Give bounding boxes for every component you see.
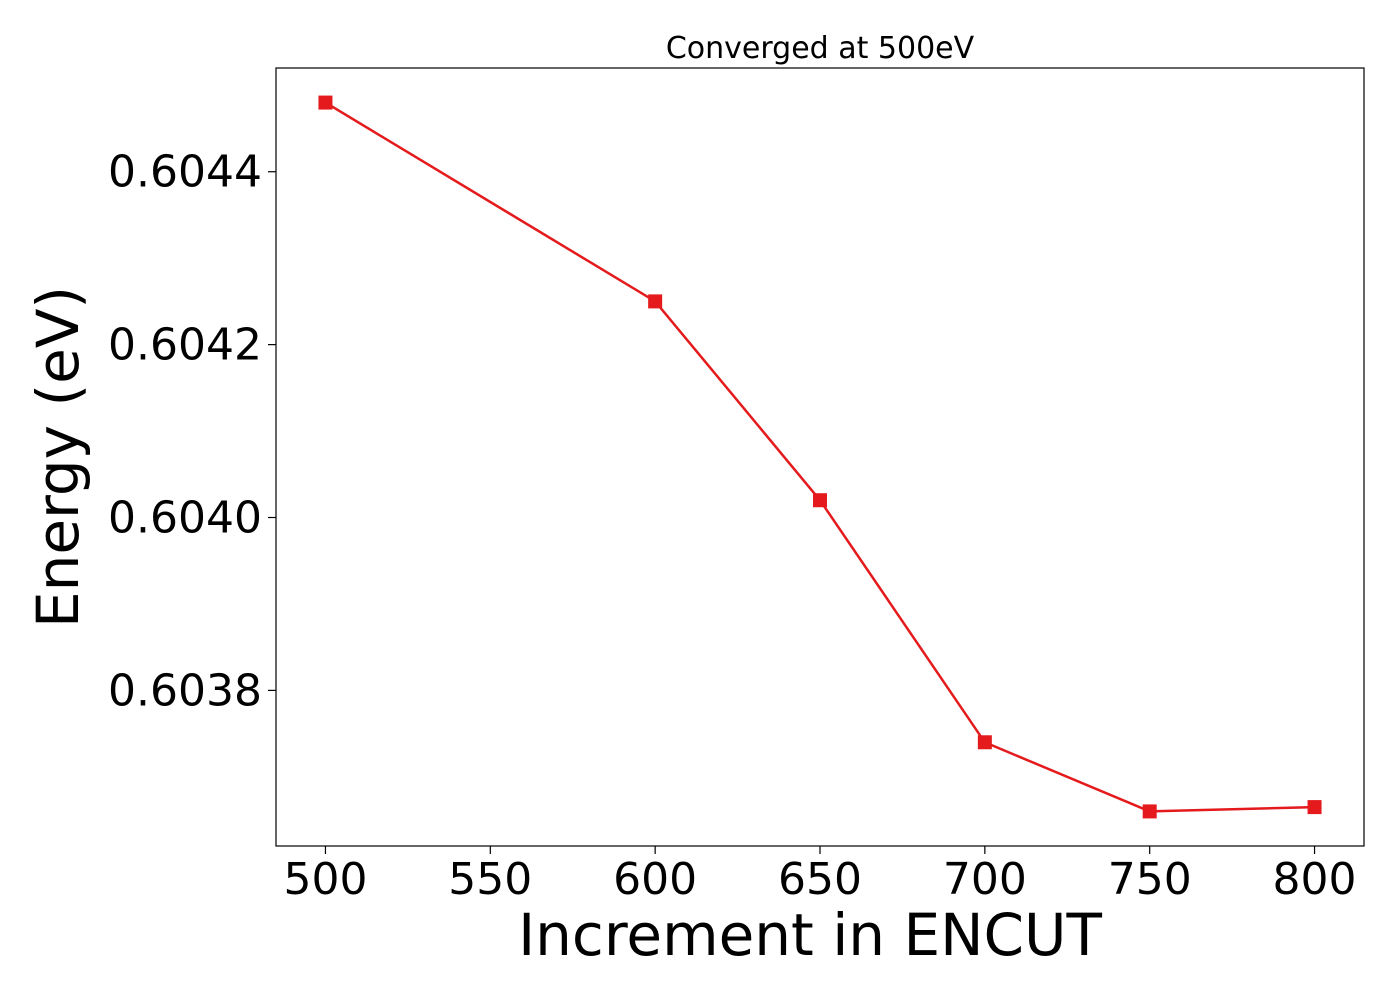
y-tick-label: 0.6042 xyxy=(108,320,262,371)
data-point xyxy=(1142,804,1157,819)
x-tick-label: 650 xyxy=(778,854,862,905)
data-point xyxy=(648,294,663,309)
x-tick-label: 800 xyxy=(1273,854,1357,905)
data-point xyxy=(977,735,992,750)
y-axis: 0.6038 0.6040 0.6042 0.6044 xyxy=(108,147,276,716)
data-point xyxy=(813,493,827,508)
x-tick-label: 500 xyxy=(283,854,367,905)
y-tick-label: 0.6038 xyxy=(108,665,262,716)
x-tick-label: 750 xyxy=(1108,854,1192,905)
data-point xyxy=(1307,800,1322,815)
series-layer xyxy=(318,95,1322,819)
x-tick-label: 600 xyxy=(613,854,697,905)
y-axis-label: Energy (eV) xyxy=(24,286,92,628)
x-tick-label: 550 xyxy=(448,854,532,905)
data-point xyxy=(318,95,333,110)
y-tick-label: 0.6040 xyxy=(108,493,262,544)
chart-title: Converged at 500eV xyxy=(666,31,975,66)
plot-area xyxy=(275,67,1365,847)
x-axis-label: Increment in ENCUT xyxy=(518,901,1102,969)
series-line xyxy=(324,101,1315,813)
x-axis: 500 550 600 650 700 750 800 xyxy=(283,846,1357,905)
x-tick-label: 700 xyxy=(943,854,1027,905)
y-tick-label: 0.6044 xyxy=(108,147,262,198)
